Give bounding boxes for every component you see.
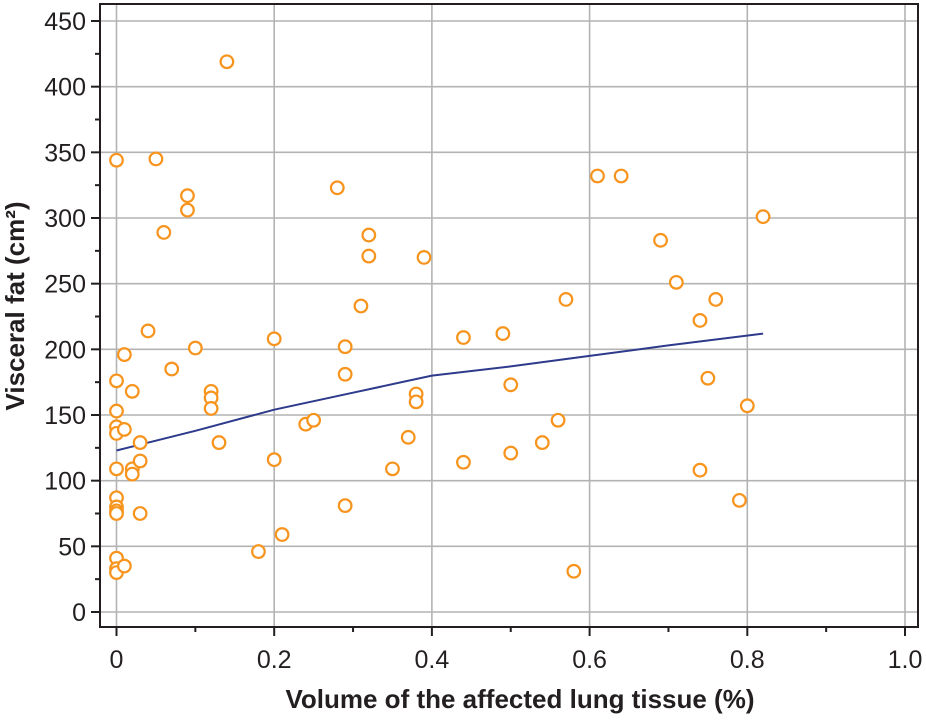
data-point: [653, 232, 668, 248]
data-point: [180, 188, 195, 204]
data-point: [109, 373, 124, 389]
data-point: [306, 412, 322, 428]
x-axis-title: Volume of the affected lung tissue (%): [285, 684, 754, 714]
data-point: [385, 461, 400, 477]
data-point: [251, 544, 266, 559]
data-point: [353, 298, 369, 314]
data-point: [416, 249, 432, 265]
data-point: [116, 558, 132, 574]
data-point: [550, 412, 566, 428]
data-point: [408, 394, 424, 410]
data-point: [132, 506, 148, 521]
data-point: [456, 330, 471, 345]
y-tick-label: 50: [58, 533, 86, 561]
gridlines: [100, 4, 918, 627]
data-point: [337, 366, 353, 382]
data-point: [211, 435, 227, 450]
data-point: [456, 454, 471, 470]
data-point: [219, 54, 235, 70]
data-point: [566, 563, 582, 579]
data-point: [692, 462, 708, 478]
data-point: [109, 403, 124, 419]
x-tick-label: 0.8: [730, 646, 765, 674]
data-point: [329, 180, 345, 196]
y-tick-label: 400: [44, 74, 86, 102]
data-point: [109, 506, 124, 521]
x-tick-label: 1.0: [888, 646, 923, 674]
y-tick-label: 150: [44, 402, 86, 430]
data-point: [164, 361, 180, 377]
data-point: [590, 168, 605, 184]
data-point: [400, 429, 416, 445]
data-point: [274, 527, 290, 542]
data-point: [132, 435, 148, 450]
x-axis-ticks: 0 0.2 0.4 0.6 0.8 1.0: [110, 627, 923, 674]
y-tick-label: 100: [44, 468, 86, 496]
data-point: [156, 225, 172, 240]
x-tick-label: 0: [110, 646, 124, 674]
y-tick-label: 250: [44, 271, 86, 299]
data-point: [337, 339, 353, 355]
data-point: [124, 383, 140, 399]
data-point: [109, 461, 124, 477]
data-point: [503, 377, 519, 393]
data-point: [187, 340, 203, 356]
data-point: [534, 435, 550, 450]
trend-line: [116, 332, 764, 452]
data-points: [109, 54, 771, 580]
data-point: [708, 292, 724, 307]
data-point: [132, 453, 148, 469]
y-tick-label: 350: [44, 139, 86, 167]
y-tick-label: 200: [44, 336, 86, 364]
data-point: [732, 492, 747, 508]
data-point: [140, 323, 156, 339]
y-axis-ticks: 0 50 100 150 200 250 300 350 400 450: [44, 8, 100, 627]
data-point: [116, 422, 132, 437]
data-point: [495, 326, 511, 341]
data-point: [361, 227, 377, 243]
x-tick-label: 0.6: [572, 646, 607, 674]
data-point: [203, 401, 219, 416]
data-point: [503, 445, 519, 461]
y-tick-label: 300: [44, 205, 86, 233]
data-point: [668, 274, 684, 290]
data-point: [361, 248, 377, 264]
data-point: [116, 347, 132, 362]
y-tick-label: 0: [72, 599, 86, 627]
x-tick-label: 0.2: [257, 646, 292, 674]
data-point: [266, 452, 282, 468]
data-point: [613, 168, 629, 184]
data-point: [692, 313, 708, 328]
data-point: [266, 331, 282, 347]
data-point: [148, 151, 164, 167]
plot-frame: [99, 3, 919, 628]
data-point: [337, 498, 353, 514]
data-point: [739, 398, 755, 414]
data-point: [700, 370, 716, 386]
data-point: [180, 202, 195, 218]
data-point: [124, 466, 140, 482]
y-axis-title: Visceral fat (cm²): [0, 201, 30, 410]
data-point: [558, 292, 574, 307]
trend-line-group: [116, 332, 764, 452]
data-point: [109, 152, 124, 168]
x-tick-label: 0.4: [415, 646, 450, 674]
data-point: [755, 209, 771, 225]
y-tick-label: 450: [44, 8, 86, 36]
